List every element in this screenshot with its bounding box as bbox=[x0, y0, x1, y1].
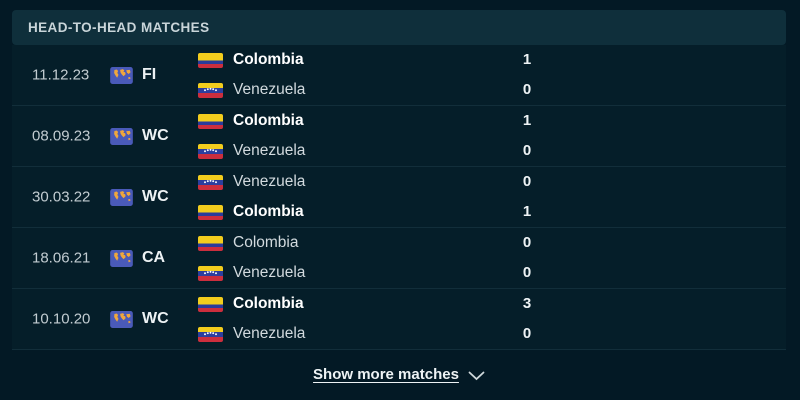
home-team-row: Venezuela bbox=[198, 167, 305, 197]
team-flag-icon bbox=[198, 143, 223, 159]
match-row[interactable]: 10.10.20 WC Colombia Venezuela 3 0 bbox=[12, 289, 786, 350]
match-date: 08.09.23 bbox=[32, 127, 91, 145]
world-map-icon bbox=[110, 127, 133, 145]
competition-cell: FI bbox=[110, 66, 156, 84]
teams-cell: Colombia Venezuela bbox=[198, 289, 305, 349]
home-score: 1 bbox=[522, 112, 532, 129]
home-score: 0 bbox=[522, 173, 532, 190]
away-team-row: Venezuela bbox=[198, 258, 305, 288]
team-flag-icon bbox=[198, 52, 223, 68]
scores-cell: 1 0 bbox=[512, 106, 542, 166]
head-to-head-widget: HEAD-TO-HEAD MATCHES 11.12.23 FI Colombi… bbox=[12, 10, 786, 399]
chevron-down-icon[interactable] bbox=[468, 371, 485, 381]
home-team-row: Colombia bbox=[198, 228, 305, 258]
list-footer: Show more matches bbox=[12, 350, 786, 399]
team-name: Colombia bbox=[233, 234, 299, 251]
team-name: Colombia bbox=[233, 112, 304, 129]
match-date: 10.10.20 bbox=[32, 310, 91, 328]
match-row[interactable]: 18.06.21 CA Colombia Venezuela 0 0 bbox=[12, 228, 786, 289]
home-team-row: Colombia bbox=[198, 106, 305, 136]
away-team-row: Venezuela bbox=[198, 136, 305, 166]
competition-code: WC bbox=[142, 127, 169, 144]
team-name: Colombia bbox=[233, 51, 304, 68]
team-name: Venezuela bbox=[233, 81, 306, 98]
team-name: Venezuela bbox=[233, 173, 306, 190]
section-title: HEAD-TO-HEAD MATCHES bbox=[28, 20, 210, 35]
competition-code: WC bbox=[142, 310, 169, 327]
team-flag-icon bbox=[198, 296, 223, 312]
match-date: 18.06.21 bbox=[32, 249, 91, 267]
world-map-icon bbox=[110, 188, 133, 206]
team-flag-icon bbox=[198, 82, 223, 98]
away-score: 0 bbox=[522, 81, 532, 98]
team-flag-icon bbox=[198, 113, 223, 129]
match-date: 11.12.23 bbox=[32, 66, 90, 84]
home-score: 1 bbox=[522, 51, 532, 68]
home-score: 3 bbox=[522, 295, 532, 312]
away-team-row: Venezuela bbox=[198, 75, 305, 105]
scores-cell: 0 0 bbox=[512, 228, 542, 288]
team-flag-icon bbox=[198, 235, 223, 251]
away-score: 0 bbox=[522, 264, 532, 281]
competition-cell: CA bbox=[110, 249, 165, 267]
world-map-icon bbox=[110, 249, 133, 267]
away-score: 1 bbox=[522, 203, 532, 220]
away-score: 0 bbox=[522, 325, 532, 342]
team-flag-icon bbox=[198, 174, 223, 190]
teams-cell: Colombia Venezuela bbox=[198, 45, 305, 105]
match-row[interactable]: 08.09.23 WC Colombia Venezuela 1 0 bbox=[12, 106, 786, 167]
teams-cell: Colombia Venezuela bbox=[198, 106, 305, 166]
match-row[interactable]: 11.12.23 FI Colombia Venezuela 1 0 bbox=[12, 45, 786, 106]
scores-cell: 1 0 bbox=[512, 45, 542, 105]
away-score: 0 bbox=[522, 142, 532, 159]
scores-cell: 0 1 bbox=[512, 167, 542, 227]
show-more-button[interactable]: Show more matches bbox=[313, 366, 459, 383]
home-score: 0 bbox=[522, 234, 532, 251]
world-map-icon bbox=[110, 66, 133, 84]
competition-code: CA bbox=[142, 249, 166, 266]
match-row[interactable]: 30.03.22 WC Venezuela Colombia 0 1 bbox=[12, 167, 786, 228]
team-name: Colombia bbox=[233, 295, 304, 312]
competition-code: WC bbox=[142, 188, 169, 205]
teams-cell: Venezuela Colombia bbox=[198, 167, 305, 227]
home-team-row: Colombia bbox=[198, 289, 305, 319]
team-flag-icon bbox=[198, 204, 223, 220]
away-team-row: Venezuela bbox=[198, 319, 305, 349]
match-date: 30.03.22 bbox=[32, 188, 91, 206]
matches-list: 11.12.23 FI Colombia Venezuela 1 0 bbox=[12, 45, 786, 350]
world-map-icon bbox=[110, 310, 133, 328]
team-flag-icon bbox=[198, 326, 223, 342]
team-flag-icon bbox=[198, 265, 223, 281]
teams-cell: Colombia Venezuela bbox=[198, 228, 305, 288]
team-name: Colombia bbox=[233, 203, 304, 220]
team-name: Venezuela bbox=[233, 264, 306, 281]
competition-cell: WC bbox=[110, 127, 169, 145]
scores-cell: 3 0 bbox=[512, 289, 542, 349]
section-header: HEAD-TO-HEAD MATCHES bbox=[12, 10, 786, 45]
team-name: Venezuela bbox=[233, 325, 306, 342]
competition-cell: WC bbox=[110, 310, 169, 328]
competition-cell: WC bbox=[110, 188, 169, 206]
home-team-row: Colombia bbox=[198, 45, 305, 75]
away-team-row: Colombia bbox=[198, 197, 305, 227]
team-name: Venezuela bbox=[233, 142, 306, 159]
competition-code: FI bbox=[142, 66, 157, 83]
